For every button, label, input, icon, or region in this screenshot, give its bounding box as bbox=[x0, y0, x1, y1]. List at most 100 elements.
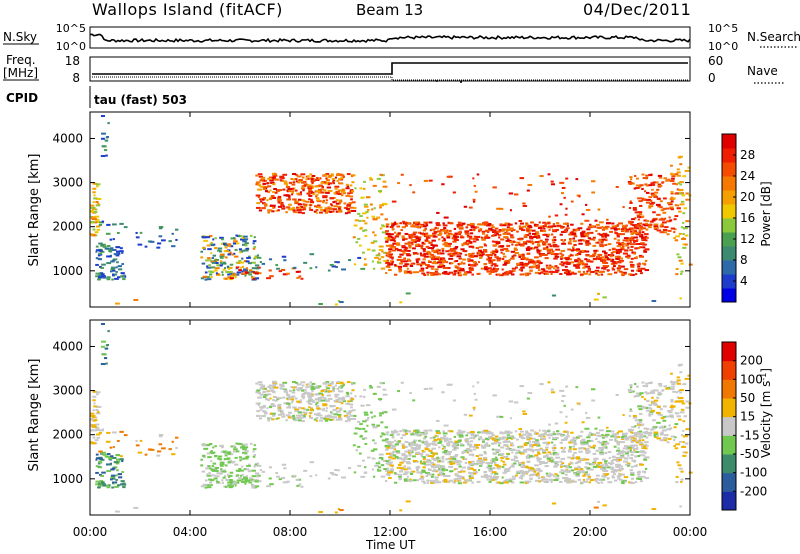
velocity-cell bbox=[523, 465, 529, 468]
power-cell bbox=[316, 199, 321, 202]
power-cell bbox=[370, 241, 375, 244]
power-cell bbox=[303, 183, 308, 186]
velocity-cell bbox=[571, 469, 575, 472]
power-cell bbox=[501, 246, 504, 249]
velocity-cell bbox=[452, 460, 457, 463]
velocity-cell bbox=[323, 417, 326, 420]
power-cell bbox=[338, 200, 343, 203]
power-cell bbox=[228, 268, 231, 271]
velocity-cell bbox=[266, 390, 269, 393]
power-cell bbox=[264, 190, 269, 193]
power-cell bbox=[242, 240, 247, 243]
power-cell bbox=[543, 248, 546, 251]
power-cell bbox=[267, 185, 272, 188]
velocity-cell bbox=[391, 444, 395, 447]
velocity-cell bbox=[537, 452, 541, 455]
velocity-cell bbox=[254, 486, 258, 489]
power-cell bbox=[320, 191, 326, 194]
velocity-cell bbox=[465, 447, 469, 450]
velocity-cell bbox=[461, 430, 466, 433]
velocity-cell bbox=[497, 481, 501, 484]
power-cell bbox=[420, 223, 425, 226]
velocity-cell bbox=[411, 470, 416, 473]
velocity-cell bbox=[597, 416, 601, 419]
velocity-cell bbox=[413, 444, 417, 447]
power-cell bbox=[538, 262, 541, 265]
velocity-cell bbox=[634, 444, 638, 447]
power-cell bbox=[637, 197, 643, 200]
velocity-cell bbox=[470, 433, 475, 436]
power-cell bbox=[114, 277, 119, 280]
power-ytick-label: 4000 bbox=[52, 131, 83, 145]
velocity-cell bbox=[604, 443, 607, 446]
power-cell bbox=[589, 260, 594, 263]
velocity-cell bbox=[310, 408, 314, 411]
power-cell bbox=[457, 271, 460, 274]
power-cell bbox=[266, 182, 269, 185]
power-cell bbox=[636, 263, 641, 266]
velocity-cell bbox=[353, 471, 357, 474]
velocity-cell bbox=[333, 408, 338, 411]
power-cell bbox=[200, 250, 204, 253]
velocity-cell bbox=[487, 464, 493, 467]
power-cell bbox=[599, 243, 604, 246]
power-cell bbox=[577, 239, 583, 242]
power-cell bbox=[650, 183, 656, 186]
velocity-cell bbox=[441, 444, 444, 447]
velocity-cell bbox=[622, 435, 627, 438]
velocity-cell bbox=[97, 486, 101, 489]
power-cell bbox=[256, 202, 261, 205]
velocity-cell bbox=[564, 469, 569, 472]
power-cell bbox=[570, 271, 575, 274]
power-cell bbox=[268, 258, 273, 261]
velocity-cell bbox=[359, 395, 363, 398]
velocity-cell bbox=[305, 386, 308, 389]
power-cell bbox=[572, 240, 577, 243]
velocity-cell bbox=[210, 474, 216, 477]
power-cell bbox=[318, 302, 323, 305]
power-cell bbox=[644, 239, 648, 242]
power-cell bbox=[297, 203, 303, 206]
velocity-cell bbox=[398, 475, 402, 478]
power-cell bbox=[308, 188, 312, 191]
velocity-cell bbox=[421, 470, 427, 473]
power-cell bbox=[305, 200, 310, 203]
power-cell bbox=[559, 263, 562, 266]
power-cell bbox=[243, 269, 249, 272]
power-cell bbox=[526, 273, 530, 276]
power-cell bbox=[445, 250, 450, 253]
velocity-cell bbox=[628, 430, 632, 433]
velocity-cell bbox=[576, 457, 581, 460]
power-cell bbox=[366, 216, 369, 219]
power-cell bbox=[622, 239, 627, 242]
velocity-cell bbox=[384, 411, 388, 414]
velocity-cell bbox=[529, 445, 533, 448]
velocity-cell bbox=[441, 391, 445, 394]
power-cell bbox=[639, 233, 642, 236]
velocity-cell bbox=[507, 437, 512, 440]
power-cell bbox=[406, 254, 412, 257]
velocity-cell bbox=[90, 418, 95, 421]
power-cell bbox=[310, 191, 315, 194]
velocity-cell bbox=[95, 471, 99, 474]
power-cell bbox=[441, 249, 445, 252]
velocity-cell bbox=[291, 381, 297, 384]
velocity-cell bbox=[422, 437, 427, 440]
velocity-cell bbox=[547, 430, 550, 433]
power-cell bbox=[474, 190, 478, 193]
velocity-cell bbox=[340, 402, 344, 405]
freq-tick-bottom: 8 bbox=[72, 71, 80, 85]
power-cell bbox=[292, 209, 295, 212]
velocity-cell bbox=[244, 450, 249, 453]
power-cell bbox=[409, 263, 413, 266]
velocity-cell bbox=[269, 397, 272, 400]
velocity-cell bbox=[316, 385, 319, 388]
power-cell bbox=[425, 253, 429, 256]
power-cell bbox=[512, 269, 516, 272]
power-cell bbox=[257, 196, 260, 199]
velocity-cell bbox=[529, 455, 533, 458]
power-cell bbox=[411, 241, 414, 244]
power-cell bbox=[589, 223, 592, 226]
power-cell bbox=[513, 247, 518, 250]
